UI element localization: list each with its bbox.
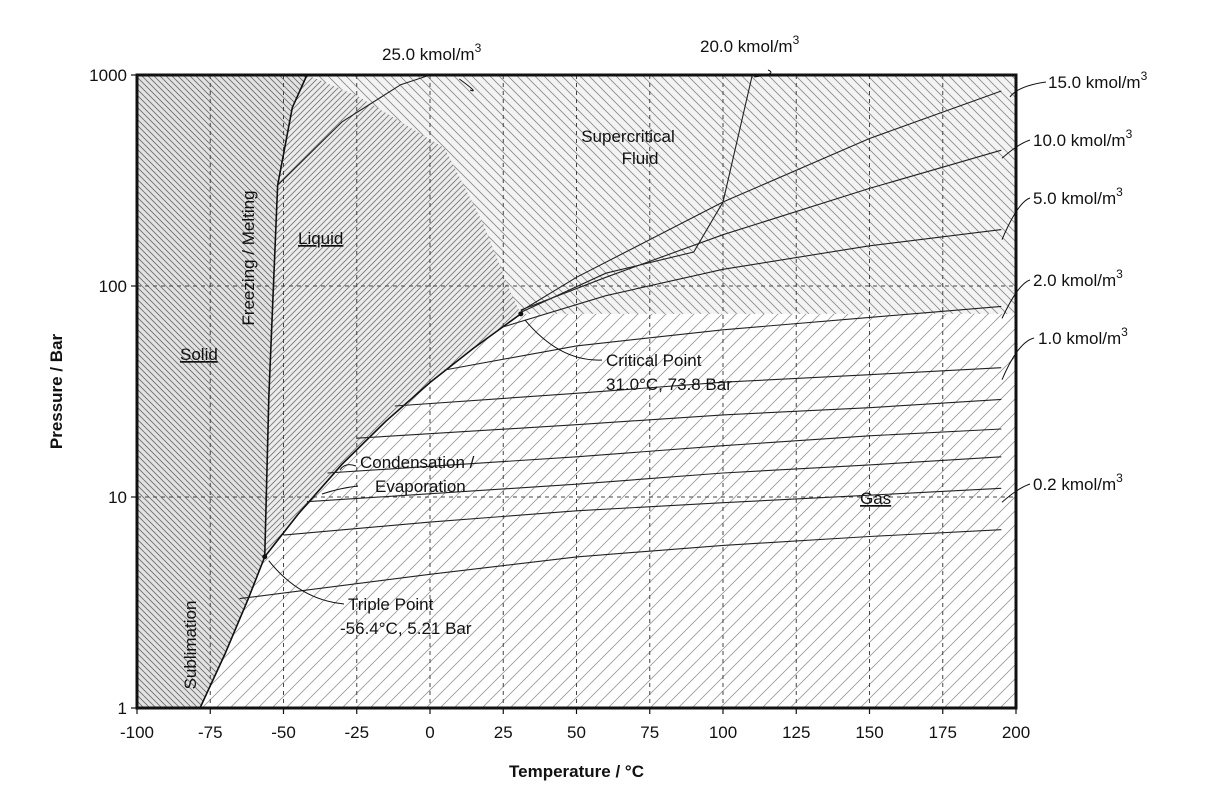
y-axis-label: Pressure / Bar — [47, 333, 66, 449]
triple-point-marker — [262, 554, 267, 559]
x-axis-label: Temperature / °C — [509, 762, 644, 781]
x-tick-label: -50 — [271, 723, 296, 742]
critical-point-label: Critical Point — [606, 351, 702, 370]
freezing-melting-label: Freezing / Melting — [239, 190, 258, 325]
x-tick-label: 150 — [855, 723, 883, 742]
isochore-label: 5.0 kmol/m3 — [1033, 185, 1123, 208]
region-gas-label: Gas — [860, 489, 891, 508]
x-tick-label: 50 — [567, 723, 586, 742]
critical-point-marker — [518, 311, 523, 316]
y-tick-label: 10 — [108, 488, 127, 507]
y-tick-label: 100 — [99, 277, 127, 296]
isochore-label: 10.0 kmol/m3 — [1033, 127, 1133, 150]
isochore-label: 25.0 kmol/m3 — [382, 41, 482, 64]
isochore-label: 1.0 kmol/m3 — [1038, 325, 1128, 348]
triple-point-detail: -56.4°C, 5.21 Bar — [340, 619, 472, 638]
critical-point-detail: 31.0°C, 73.8 Bar — [606, 375, 732, 394]
region-liquid-label: Liquid — [298, 229, 343, 248]
y-tick-label: 1000 — [89, 66, 127, 85]
x-tick-label: 100 — [709, 723, 737, 742]
isochore-label: 20.0 kmol/m3 — [700, 33, 800, 56]
y-tick-label: 1 — [118, 699, 127, 718]
x-tick-label: 200 — [1002, 723, 1030, 742]
region-solid-label: Solid — [180, 345, 218, 364]
x-tick-label: 125 — [782, 723, 810, 742]
triple-point-label: Triple Point — [348, 595, 434, 614]
x-tick-label: -100 — [120, 723, 154, 742]
sublimation-label: Sublimation — [181, 601, 200, 690]
x-tick-label: 0 — [425, 723, 434, 742]
x-tick-label: -75 — [198, 723, 223, 742]
x-tick-label: 75 — [640, 723, 659, 742]
x-tick-label: 25 — [494, 723, 513, 742]
isochore-label: 2.0 kmol/m3 — [1033, 267, 1123, 290]
isochore-label: 0.2 kmol/m3 — [1033, 471, 1123, 494]
isochore-label: 15.0 kmol/m3 — [1048, 69, 1148, 92]
x-tick-label: 175 — [929, 723, 957, 742]
x-tick-label: -25 — [344, 723, 369, 742]
